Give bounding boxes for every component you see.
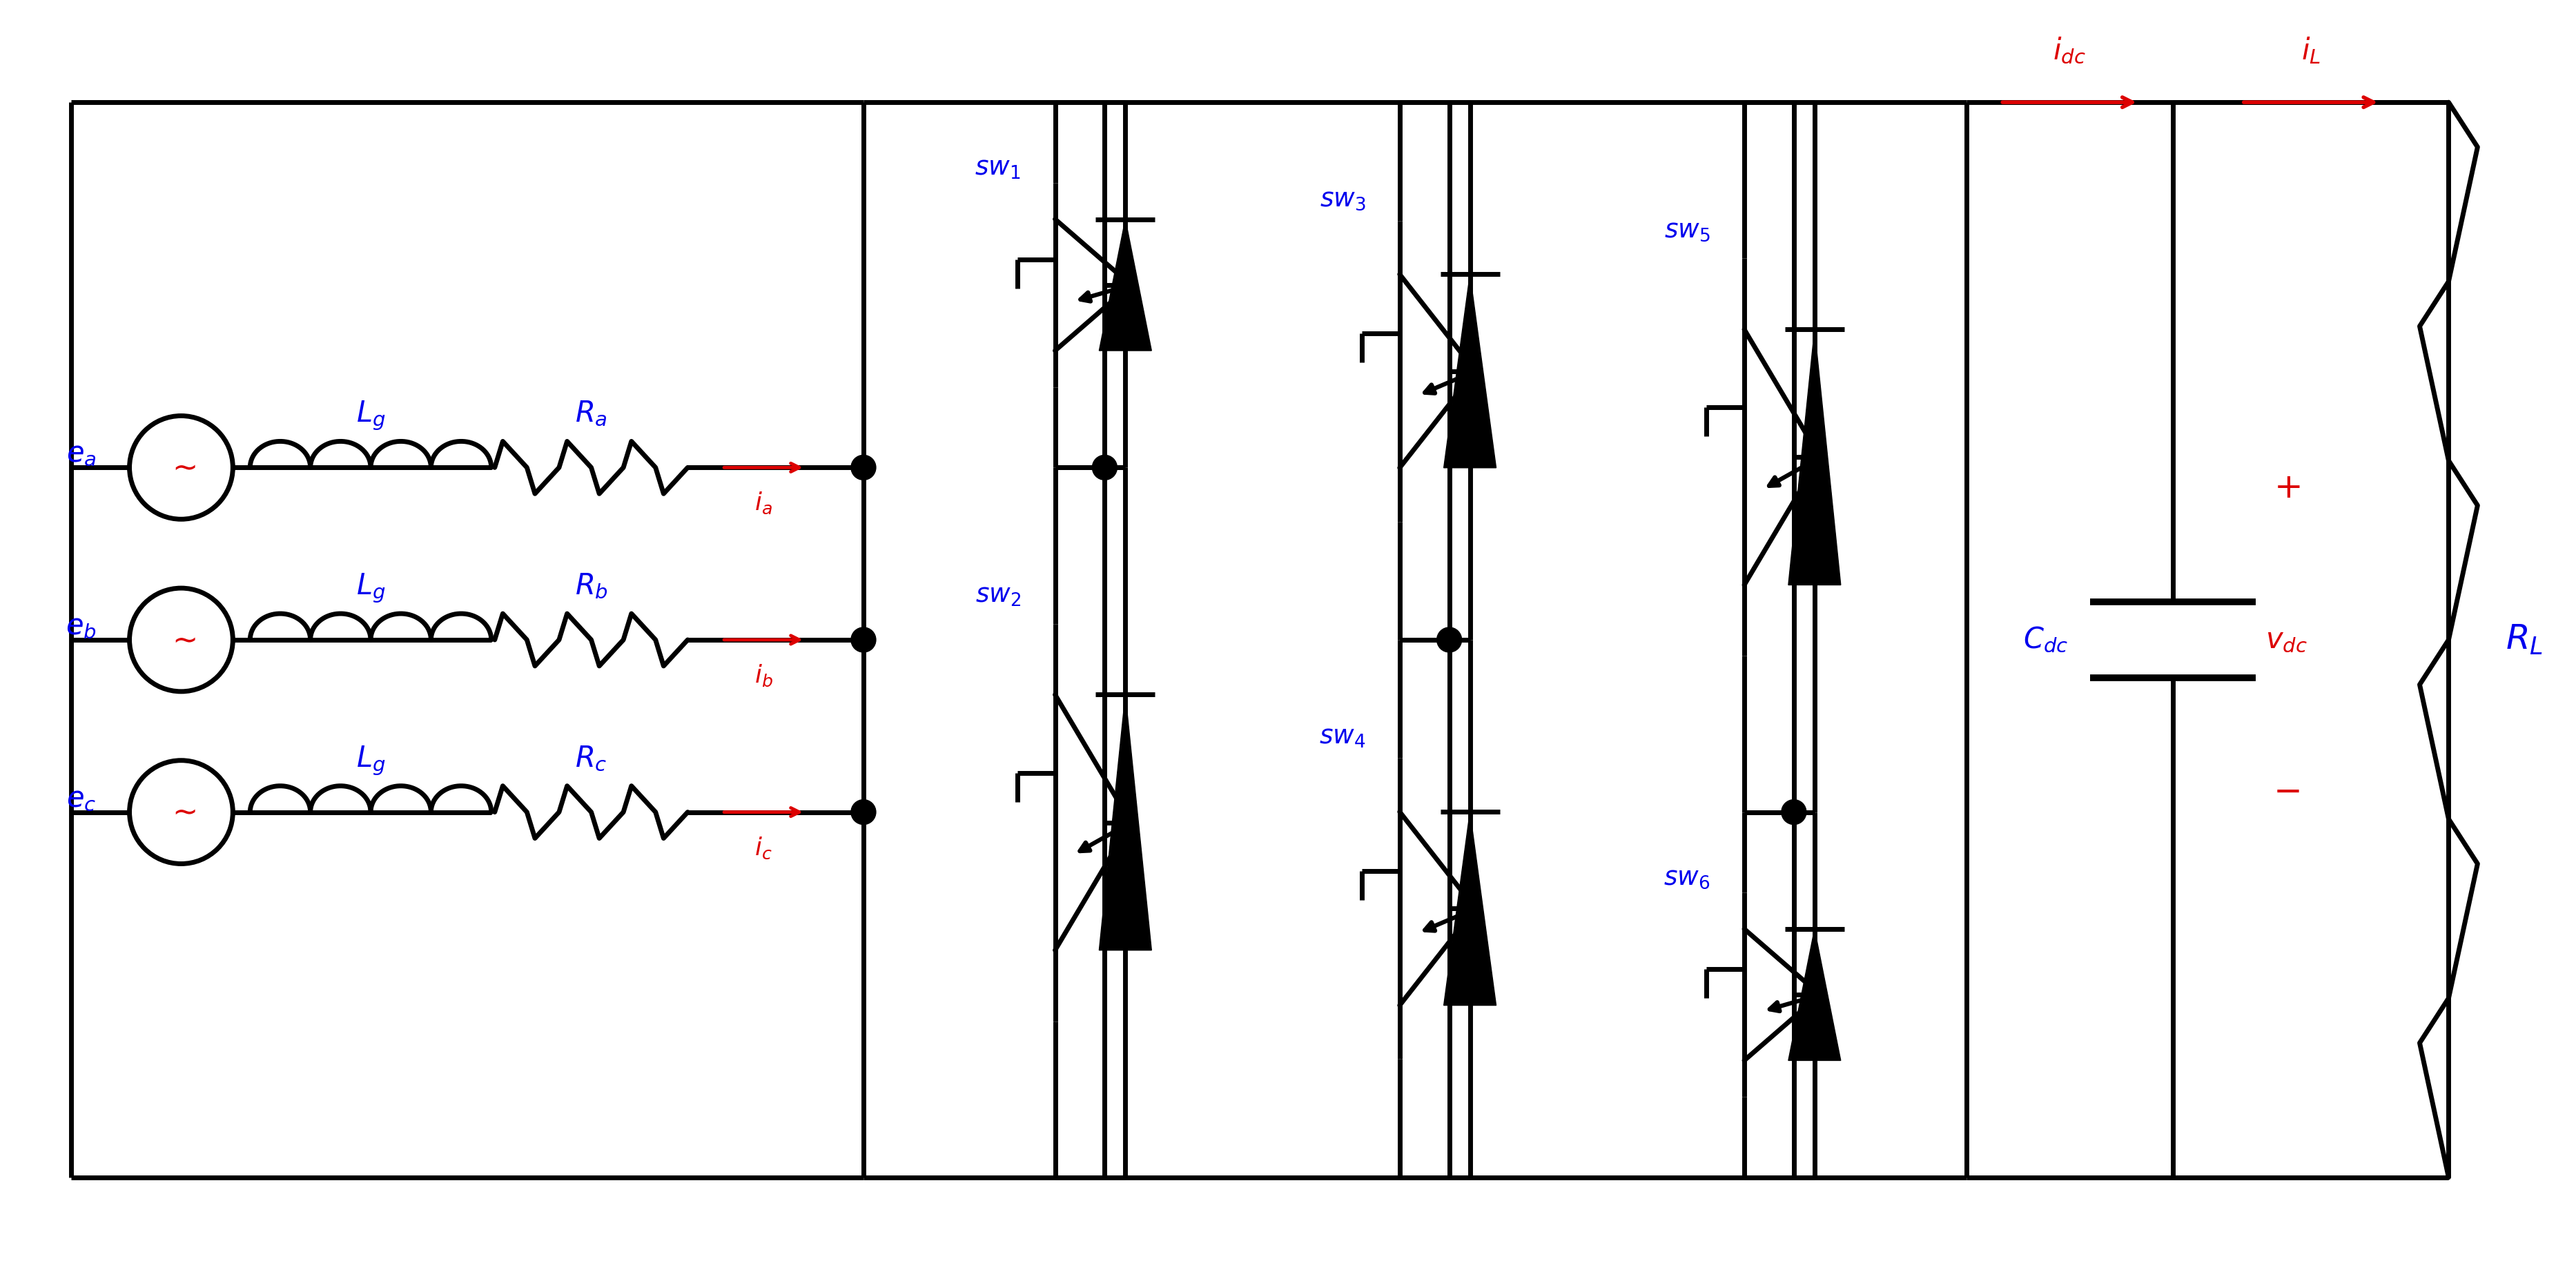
Text: $C_{dc}$: $C_{dc}$ [2022,625,2069,654]
Text: $sw_4$: $sw_4$ [1319,724,1365,749]
Text: $R_c$: $R_c$ [574,744,608,773]
Text: $sw_5$: $sw_5$ [1664,217,1710,243]
Circle shape [1783,799,1806,825]
Text: $R_a$: $R_a$ [574,400,608,429]
Text: $e_b$: $e_b$ [67,612,98,641]
Text: $-$: $-$ [2272,774,2300,808]
Circle shape [850,799,876,825]
Text: $+$: $+$ [2275,472,2300,504]
Text: $i_b$: $i_b$ [755,663,773,689]
Text: $R_b$: $R_b$ [574,571,608,600]
Circle shape [850,628,876,652]
Text: $\sim$: $\sim$ [167,453,196,483]
Polygon shape [1100,695,1151,951]
Circle shape [850,455,876,480]
Text: $e_c$: $e_c$ [67,784,95,813]
Text: $sw_3$: $sw_3$ [1319,187,1365,212]
Text: $L_g$: $L_g$ [355,400,386,433]
Text: $sw_6$: $sw_6$ [1664,865,1710,890]
Text: $v_{dc}$: $v_{dc}$ [2267,625,2308,654]
Text: $i_L$: $i_L$ [2300,35,2321,66]
Polygon shape [1788,329,1842,585]
Text: $L_g$: $L_g$ [355,571,386,604]
Text: $R_L$: $R_L$ [2506,623,2543,657]
Text: $\sim$: $\sim$ [167,625,196,654]
Polygon shape [1443,275,1497,468]
Text: $e_a$: $e_a$ [67,439,95,468]
Polygon shape [1100,219,1151,351]
Text: $i_{dc}$: $i_{dc}$ [2053,35,2087,66]
Text: $i_c$: $i_c$ [755,835,773,860]
Text: $sw_2$: $sw_2$ [974,583,1020,608]
Circle shape [1437,628,1461,652]
Text: $sw_1$: $sw_1$ [974,155,1020,180]
Text: $\sim$: $\sim$ [167,797,196,827]
Polygon shape [1788,929,1842,1061]
Circle shape [1092,455,1118,480]
Polygon shape [1443,812,1497,1005]
Text: $i_a$: $i_a$ [755,491,773,516]
Text: $L_g$: $L_g$ [355,744,386,777]
